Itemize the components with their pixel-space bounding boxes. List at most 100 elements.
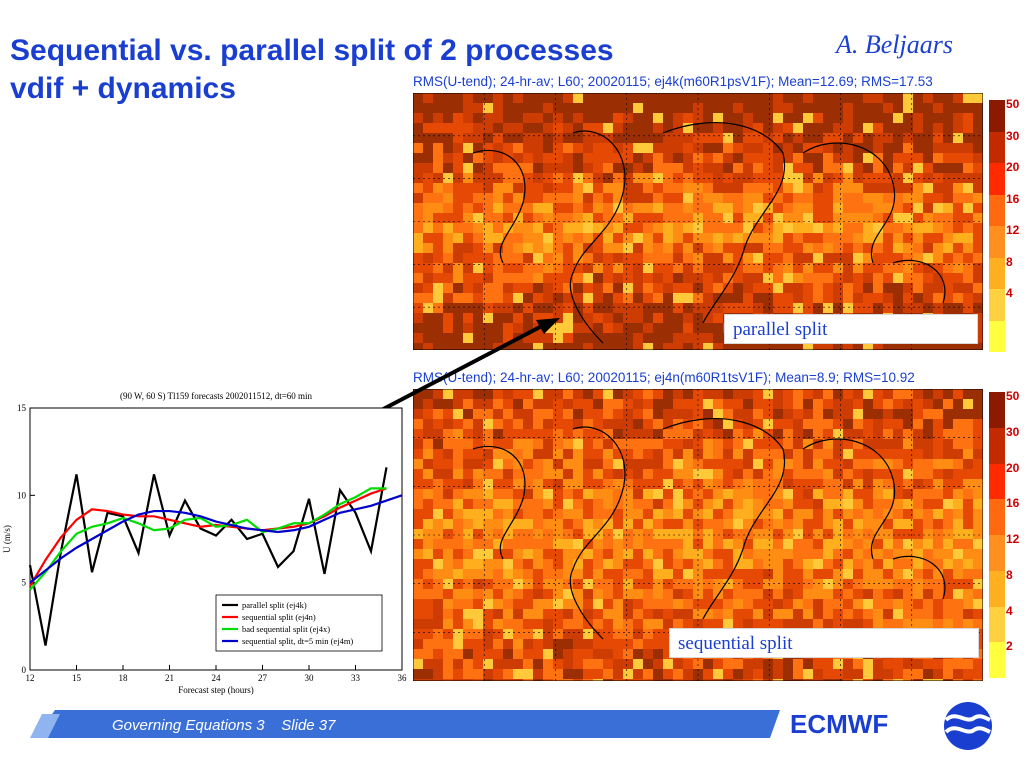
map-cell — [583, 609, 593, 619]
map-cell — [423, 609, 433, 619]
map-cell — [763, 173, 773, 183]
map-cell — [583, 273, 593, 283]
map-cell — [663, 539, 673, 549]
map-cell — [543, 579, 553, 589]
map-cell — [673, 203, 683, 213]
map-cell — [923, 519, 933, 529]
map-cell — [543, 459, 553, 469]
map-cell — [833, 599, 843, 609]
map-cell — [503, 333, 513, 343]
map-cell — [673, 93, 683, 103]
map-cell — [513, 579, 523, 589]
map-cell — [943, 479, 953, 489]
map-cell — [953, 343, 963, 350]
map-cell — [793, 223, 803, 233]
map-cell — [803, 439, 813, 449]
map-cell — [823, 213, 833, 223]
map-cell — [793, 499, 803, 509]
map-cell — [743, 559, 753, 569]
map-cell — [673, 509, 683, 519]
map-cell — [853, 609, 863, 619]
map-cell — [633, 539, 643, 549]
map-cell — [643, 479, 653, 489]
map-cell — [873, 609, 883, 619]
map-cell — [473, 529, 483, 539]
map-cell — [543, 293, 553, 303]
map-cell — [833, 549, 843, 559]
map-cell — [973, 599, 983, 609]
map-cell — [963, 459, 973, 469]
map-cell — [563, 659, 573, 669]
map-cell — [453, 343, 463, 350]
map-cell — [443, 133, 453, 143]
map-cell — [853, 303, 863, 313]
map-cell — [913, 459, 923, 469]
map-cell — [633, 173, 643, 183]
map-cell — [823, 609, 833, 619]
map-cell — [433, 419, 443, 429]
map-cell — [833, 273, 843, 283]
slide-title: Sequential vs. parallel split of 2 proce… — [10, 32, 820, 108]
map-cell — [773, 499, 783, 509]
map-cell — [483, 93, 493, 103]
map-cell — [663, 323, 673, 333]
map-cell — [873, 193, 883, 203]
map-cell — [823, 509, 833, 519]
map-cell — [893, 293, 903, 303]
map-cell — [853, 579, 863, 589]
map-cell — [863, 123, 873, 133]
map-cell — [873, 103, 883, 113]
map-cell — [573, 113, 583, 123]
map-cell — [503, 589, 513, 599]
map-cell — [813, 419, 823, 429]
map-cell — [463, 173, 473, 183]
map-cell — [883, 489, 893, 499]
map-cell — [483, 609, 493, 619]
map-cell — [713, 589, 723, 599]
map-cell — [413, 323, 423, 333]
map-cell — [923, 173, 933, 183]
map-cell — [803, 409, 813, 419]
map-cell — [533, 569, 543, 579]
map-cell — [703, 283, 713, 293]
map-cell — [563, 113, 573, 123]
map-cell — [573, 93, 583, 103]
map-cell — [473, 639, 483, 649]
map-cell — [803, 173, 813, 183]
map-cell — [453, 419, 463, 429]
map-cell — [913, 479, 923, 489]
map-cell — [733, 243, 743, 253]
map-cell — [493, 509, 503, 519]
map-cell — [753, 213, 763, 223]
map-cell — [553, 609, 563, 619]
map-cell — [503, 649, 513, 659]
map-cell — [703, 609, 713, 619]
map-cell — [553, 203, 563, 213]
map-cell — [923, 529, 933, 539]
map-cell — [803, 539, 813, 549]
map-cell — [483, 619, 493, 629]
map-cell — [843, 549, 853, 559]
map-cell — [593, 649, 603, 659]
map-cell — [493, 439, 503, 449]
map-cell — [723, 93, 733, 103]
map-cell — [583, 499, 593, 509]
map-cell — [413, 639, 423, 649]
map-cell — [683, 223, 693, 233]
map-cell — [813, 529, 823, 539]
map-cell — [733, 449, 743, 459]
map-cell — [853, 589, 863, 599]
map-cell — [843, 133, 853, 143]
map-cell — [943, 429, 953, 439]
map-cell — [583, 333, 593, 343]
map-cell — [673, 399, 683, 409]
map-cell — [573, 679, 583, 681]
map-cell — [603, 419, 613, 429]
map-cell — [583, 399, 593, 409]
map-cell — [413, 659, 423, 669]
map-cell — [553, 579, 563, 589]
map-cell — [533, 469, 543, 479]
map-cell — [743, 343, 753, 350]
map-cell — [663, 153, 673, 163]
map-cell — [973, 679, 983, 681]
